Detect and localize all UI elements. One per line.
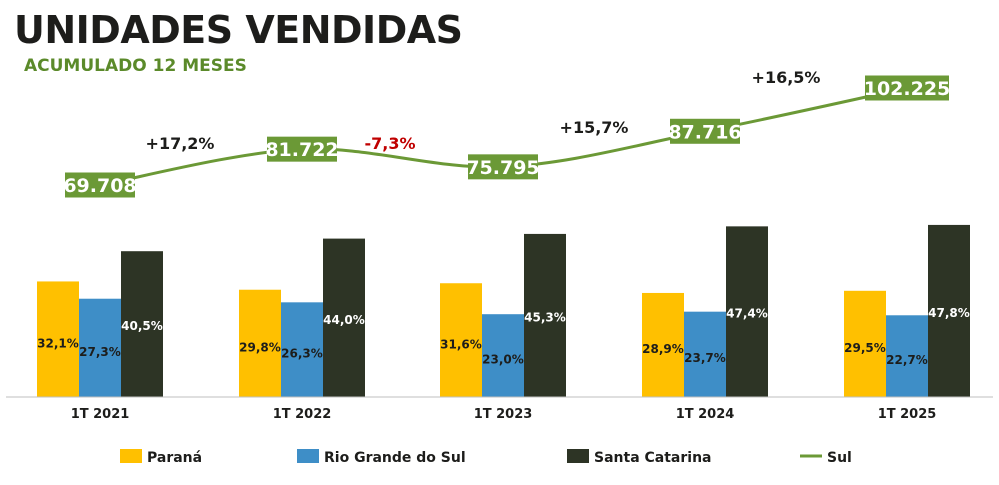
bar-data-label: 47,8% xyxy=(928,306,970,320)
x-tick-label: 1T 2021 xyxy=(71,407,130,422)
bar-data-label: 28,9% xyxy=(642,342,684,356)
chart-subtitle: ACUMULADO 12 MESES xyxy=(24,56,247,76)
bar-data-label: 29,5% xyxy=(844,341,886,355)
x-tick-label: 1T 2022 xyxy=(273,407,332,422)
x-tick-label: 1T 2023 xyxy=(474,407,533,422)
bar xyxy=(239,289,281,397)
bar-data-label: 29,8% xyxy=(239,341,281,355)
line-value-label: 75.795 xyxy=(466,157,539,179)
bar-data-label: 32,1% xyxy=(37,337,79,351)
legend-swatch xyxy=(120,449,142,463)
legend-label: Rio Grande do Sul xyxy=(324,450,466,466)
line-value-box xyxy=(65,172,135,198)
line-value-box xyxy=(670,118,740,144)
line-layer: 69.708 81.722 75.795 87.716 102.225 +17,2% -7,… xyxy=(63,68,950,198)
bar xyxy=(726,226,768,397)
chart-title: UNIDADES VENDIDAS xyxy=(14,8,463,52)
bar-data-label: 23,7% xyxy=(684,351,726,365)
bar xyxy=(79,298,121,397)
line-value-label: 69.708 xyxy=(63,175,136,197)
x-tick-labels: 1T 2021 1T 2022 1T 2023 1T 2024 1T 2025 xyxy=(71,407,937,422)
legend-label: Paraná xyxy=(147,450,202,466)
growth-label: +17,2% xyxy=(146,134,215,153)
bar xyxy=(121,251,163,397)
bar-data-label: 40,5% xyxy=(121,319,163,333)
legend-swatch xyxy=(567,449,589,463)
line-value-box xyxy=(267,136,337,162)
bar xyxy=(281,302,323,397)
line-value-label: 102.225 xyxy=(864,78,951,100)
line-value-box xyxy=(468,154,538,180)
legend: Paraná Rio Grande do Sul Santa Catarina Sul xyxy=(120,449,852,466)
legend-label: Sul xyxy=(827,450,852,466)
bar-data-label: 23,0% xyxy=(482,352,524,366)
bar xyxy=(886,315,928,397)
line-value-box xyxy=(865,75,949,101)
x-tick-label: 1T 2025 xyxy=(878,407,937,422)
bar xyxy=(37,281,79,397)
line-value-label: 81.722 xyxy=(265,139,338,161)
legend-swatch xyxy=(297,449,319,463)
bar xyxy=(323,238,365,397)
bar-data-label: 27,3% xyxy=(79,345,121,359)
x-tick-label: 1T 2024 xyxy=(676,407,735,422)
bar xyxy=(684,311,726,397)
bar xyxy=(928,224,970,397)
line-value-label: 87.716 xyxy=(668,121,741,143)
bar xyxy=(642,292,684,397)
bar-data-label: 26,3% xyxy=(281,347,323,361)
growth-label: +15,7% xyxy=(560,118,629,137)
growth-label: -7,3% xyxy=(364,134,415,153)
bar-data-label: 22,7% xyxy=(886,353,928,367)
bar xyxy=(482,314,524,397)
bars-layer: 32,1% 29,8% 31,6% 28,9% 29,5% 27,3% 26,3% 23,0%… xyxy=(37,224,970,397)
bar-data-label: 45,3% xyxy=(524,310,566,324)
bar xyxy=(440,283,482,397)
growth-label: +16,5% xyxy=(752,68,821,87)
bar-data-label: 47,4% xyxy=(726,307,768,321)
bar-data-label: 31,6% xyxy=(440,337,482,351)
bar-data-label: 44,0% xyxy=(323,313,365,327)
bar xyxy=(524,233,566,397)
bar xyxy=(844,290,886,397)
legend-label: Santa Catarina xyxy=(594,450,712,466)
